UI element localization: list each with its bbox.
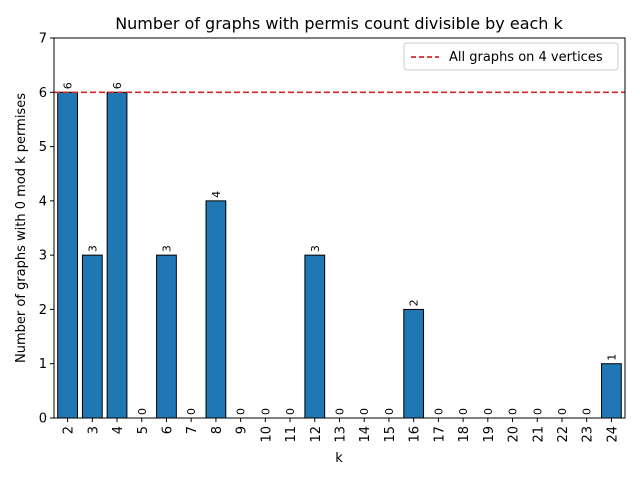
bar-value-label-20: 0	[507, 408, 520, 415]
bar-value-label-11: 0	[284, 408, 297, 415]
bar-2	[57, 91, 78, 419]
x-tick-label-4: 4	[111, 426, 126, 434]
y-tick-label-2: 2	[39, 303, 47, 318]
x-tick-label-23: 23	[581, 426, 596, 443]
x-tick-label-10: 10	[259, 426, 274, 443]
bar-value-label-13: 0	[334, 408, 347, 415]
bar-value-label-18: 0	[457, 408, 470, 415]
bar-3	[81, 254, 103, 419]
x-tick-label-17: 17	[432, 426, 447, 443]
y-tick-label-5: 5	[39, 140, 47, 155]
x-tick-label-9: 9	[235, 426, 250, 434]
y-tick-label-3: 3	[39, 249, 47, 264]
x-tick-label-7: 7	[185, 426, 200, 434]
y-tick-label-0: 0	[39, 412, 47, 427]
x-tick-label-20: 20	[507, 426, 522, 443]
x-tick-label-22: 22	[556, 426, 571, 443]
bar-value-label-19: 0	[482, 408, 495, 415]
bar-value-label-12: 3	[309, 245, 322, 252]
bar-value-label-22: 0	[556, 408, 569, 415]
bar-value-label-24: 1	[605, 354, 618, 361]
bar-6	[156, 254, 177, 419]
bar-12	[304, 254, 326, 419]
x-tick-label-8: 8	[210, 426, 225, 434]
bar-value-label-9: 0	[235, 408, 248, 415]
bar-labels-layer: 6 3 6 0 3 0 4 0 0 0 3 0 0 0 2 0 0 0 0 0 0 0 1	[62, 82, 619, 415]
bar-8	[205, 200, 227, 419]
bar-value-label-2: 6	[62, 82, 75, 89]
legend: All graphs on 4 vertices	[403, 42, 619, 71]
x-tick-label-24: 24	[605, 426, 620, 443]
bar-value-label-16: 2	[408, 299, 421, 306]
y-tick-label-6: 6	[39, 86, 47, 101]
bar-value-label-17: 0	[432, 408, 445, 415]
x-axis-label: k	[335, 451, 343, 466]
x-tick-label-3: 3	[86, 426, 101, 434]
bar-value-label-23: 0	[581, 408, 594, 415]
bar-value-label-5: 0	[136, 408, 149, 415]
bar-4	[106, 91, 128, 419]
x-tick-label-15: 15	[383, 426, 398, 443]
bar-value-label-7: 0	[185, 408, 198, 415]
x-tick-label-11: 11	[284, 426, 299, 443]
x-tick-label-19: 19	[482, 426, 497, 443]
x-tick-label-13: 13	[334, 426, 349, 443]
bar-value-label-14: 0	[358, 408, 371, 415]
bar-value-label-3: 3	[86, 245, 99, 252]
bar-value-label-4: 6	[111, 82, 124, 89]
x-tick-label-21: 21	[531, 426, 546, 443]
y-tick-label-1: 1	[39, 357, 47, 372]
x-tick-label-12: 12	[309, 426, 324, 443]
x-tick-label-2: 2	[62, 426, 77, 434]
x-tick-label-16: 16	[408, 426, 423, 443]
bar-24	[601, 363, 622, 419]
x-tick-label-6: 6	[160, 426, 175, 434]
bar-value-label-6: 3	[160, 245, 173, 252]
legend-entry: All graphs on 4 vertices	[449, 50, 603, 65]
x-axis: 2 3 4 5 6 7 8 9 10 11 12 13 14 15 16 17 18 19 20 21 22 23 24	[62, 418, 620, 443]
y-axis-label: Number of graphs with 0 mod k permises	[14, 93, 29, 363]
bars-layer	[57, 91, 622, 419]
legend-box	[403, 42, 619, 71]
plot-area-frame	[53, 37, 626, 419]
x-tick-label-18: 18	[457, 426, 472, 443]
y-tick-label-7: 7	[39, 32, 47, 47]
bar-value-label-8: 4	[210, 191, 223, 198]
y-tick-label-4: 4	[39, 194, 47, 209]
y-axis: 0 1 2 3 4 5 6 7	[39, 32, 54, 427]
bar-value-label-10: 0	[259, 408, 272, 415]
x-tick-label-14: 14	[358, 426, 373, 443]
x-tick-label-5: 5	[136, 426, 151, 434]
bar-16	[403, 308, 425, 419]
bar-value-label-21: 0	[531, 408, 544, 415]
chart-title: Number of graphs with permis count divis…	[115, 14, 563, 33]
bar-value-label-15: 0	[383, 408, 396, 415]
